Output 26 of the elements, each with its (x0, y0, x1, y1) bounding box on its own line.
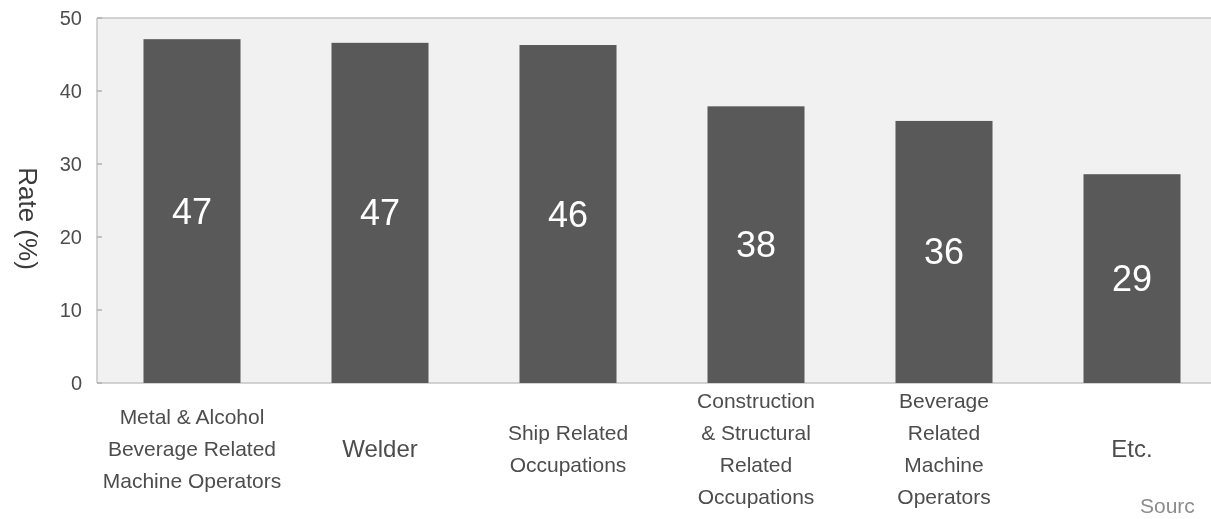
x-tick-label: Construction & Structural Related Occupations (697, 388, 815, 508)
y-tick-label: 30 (59, 153, 82, 175)
bar (1083, 174, 1181, 383)
bar (143, 39, 241, 383)
y-tick-label: 10 (59, 299, 82, 321)
data-label: 29 (1111, 258, 1153, 300)
bar (331, 42, 429, 383)
y-tick-label: 50 (59, 7, 82, 29)
y-tick-label: 0 (70, 372, 82, 394)
bar (895, 120, 993, 383)
bar (707, 106, 805, 383)
data-label: 46 (547, 193, 589, 235)
x-tick-label: Etc. (1111, 434, 1153, 462)
data-label: 36 (923, 231, 965, 273)
x-tick-label: Ship Related Occupations (507, 420, 629, 476)
y-tick-label: 20 (59, 226, 82, 248)
data-label: 47 (359, 192, 401, 234)
bar (519, 45, 617, 383)
y-tick-label: 40 (59, 80, 82, 102)
x-tick-label: Metal & Alcohol Beverage Related Machine Operators (102, 404, 282, 492)
y-axis-title: Rate (%) (13, 167, 43, 270)
x-tick-label: Welder (342, 434, 418, 462)
text: Sourc (1140, 493, 1195, 517)
data-label: 38 (735, 224, 777, 266)
data-label: 47 (171, 190, 213, 232)
x-tick-label: Beverage Related Machine Operators (897, 388, 991, 508)
